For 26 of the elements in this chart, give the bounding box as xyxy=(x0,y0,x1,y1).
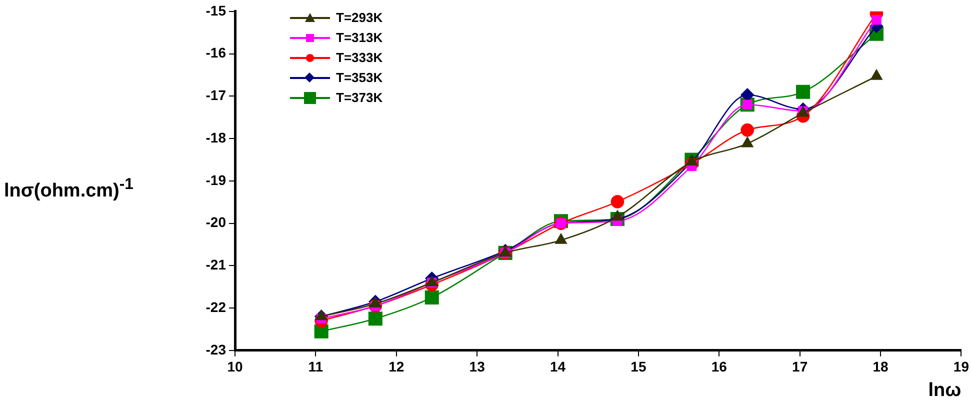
y-tick-label: -22 xyxy=(206,298,226,315)
y-tick-label: -17 xyxy=(206,87,226,104)
x-tick-label: 14 xyxy=(550,358,566,375)
legend-label: T=333K xyxy=(336,49,383,67)
x-tick-label: 13 xyxy=(469,358,486,375)
y-tick-label: -21 xyxy=(206,256,226,273)
x-tick-label: 17 xyxy=(792,358,808,375)
legend-label: T=373K xyxy=(336,89,383,107)
y-tick-label: -23 xyxy=(206,341,226,358)
x-tick-label: 15 xyxy=(630,358,646,375)
x-tick-label: 18 xyxy=(872,358,889,375)
x-tick-label: 12 xyxy=(388,358,404,375)
legend-label: T=313K xyxy=(336,29,383,47)
x-tick-label: 19 xyxy=(953,358,970,375)
y-tick-label: -16 xyxy=(206,44,226,61)
legend-label: T=293K xyxy=(336,9,383,27)
x-tick-label: 10 xyxy=(227,358,243,375)
x-tick-label: 11 xyxy=(308,358,324,375)
x-axis-title: lnω xyxy=(928,380,962,401)
x-tick-label: 16 xyxy=(711,358,728,375)
y-tick-label: -19 xyxy=(206,172,226,188)
y-tick-label: -15 xyxy=(206,2,226,18)
y-tick-label: -20 xyxy=(206,214,226,230)
y-axis-title: lnσ(ohm.cm)$^{-1}$ xyxy=(4,176,134,202)
y-tick-label: -18 xyxy=(206,129,226,146)
legend-label: T=353K xyxy=(336,69,383,87)
